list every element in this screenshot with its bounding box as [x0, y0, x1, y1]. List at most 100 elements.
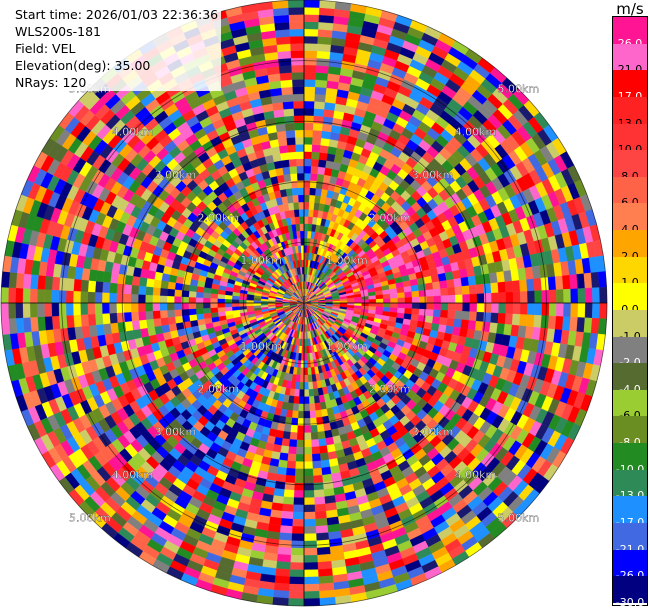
velocity-gate — [590, 271, 600, 289]
velocity-gate — [311, 439, 320, 448]
velocity-gate — [291, 410, 299, 419]
velocity-gate — [556, 302, 564, 317]
velocity-gate — [167, 281, 176, 290]
velocity-gate — [383, 302, 391, 308]
velocity-gate — [554, 316, 564, 331]
velocity-gate — [303, 237, 308, 246]
velocity-gate — [303, 158, 312, 167]
velocity-gate — [311, 453, 321, 462]
velocity-gate — [153, 279, 162, 289]
velocity-gate — [303, 461, 313, 470]
velocity-gate — [290, 173, 298, 182]
velocity-gate — [424, 282, 434, 291]
velocity-gate — [310, 424, 318, 433]
velocity-gate — [440, 287, 449, 296]
velocity-gate — [287, 453, 297, 462]
velocity-gate — [382, 293, 391, 300]
velocity-gate — [440, 295, 449, 304]
velocity-gate — [51, 315, 61, 330]
velocity-gate — [87, 280, 97, 293]
velocity-gate — [284, 475, 296, 484]
velocity-gate — [396, 287, 405, 294]
velocity-gate — [72, 290, 81, 304]
velocity-gate — [195, 291, 204, 298]
velocity-gate — [323, 488, 335, 497]
velocity-gate — [281, 438, 290, 447]
velocity-gate — [138, 311, 147, 321]
velocity-gate — [312, 467, 323, 477]
velocity-gate — [592, 287, 600, 304]
velocity-gate — [303, 518, 316, 527]
velocity-gate — [166, 302, 175, 311]
velocity-gate — [439, 317, 448, 326]
velocity-gate — [303, 50, 318, 59]
velocity-gate — [145, 310, 154, 320]
velocity-gate — [512, 302, 521, 315]
velocity-gate — [174, 289, 183, 297]
velocity-gate — [173, 302, 182, 310]
velocity-gate — [303, 403, 310, 412]
velocity-gate — [389, 293, 398, 299]
velocity-gate — [303, 497, 315, 506]
velocity-gate — [145, 302, 153, 312]
velocity-gate — [311, 144, 321, 153]
velocity-gate — [22, 288, 31, 304]
velocity-gate — [303, 136, 313, 145]
velocity-gate — [490, 312, 499, 324]
velocity-gate — [511, 313, 521, 326]
velocity-gate — [389, 288, 398, 295]
velocity-gate — [299, 374, 305, 383]
velocity-gate — [166, 288, 176, 297]
velocity-gate — [196, 313, 205, 321]
velocity-gate — [303, 583, 320, 592]
velocity-gate — [497, 281, 506, 293]
velocity-gate — [279, 72, 293, 81]
velocity-gate — [576, 273, 586, 289]
velocity-gate — [281, 159, 290, 168]
velocity-gate — [297, 245, 302, 253]
velocity-gate — [455, 294, 463, 304]
velocity-gate — [137, 302, 146, 312]
velocity-gate — [584, 302, 593, 319]
velocity-gate — [123, 293, 132, 304]
velocity-gate — [317, 36, 333, 45]
velocity-gate — [288, 591, 305, 599]
velocity-gate — [276, 43, 291, 53]
velocity-gate — [303, 194, 310, 203]
velocity-gate — [289, 165, 298, 175]
velocity-gate — [498, 292, 507, 304]
velocity-gate — [299, 382, 305, 390]
velocity-gate — [231, 302, 240, 307]
velocity-gate — [519, 302, 528, 315]
velocity-gate — [293, 497, 305, 506]
velocity-gate — [306, 353, 311, 361]
velocity-gate — [316, 50, 331, 60]
velocity-gate — [273, 488, 285, 497]
velocity-gate — [152, 286, 161, 296]
velocity-gate — [314, 510, 327, 520]
velocity-gate — [72, 302, 81, 316]
velocity-gate — [554, 275, 564, 290]
velocity-gate — [286, 460, 296, 469]
velocity-gate — [272, 7, 290, 17]
velocity-gate — [317, 29, 333, 38]
velocity-gate — [109, 282, 118, 294]
velocity-gate — [321, 473, 333, 483]
velocity-gate — [476, 293, 485, 304]
velocity-gate — [109, 312, 118, 324]
velocity-gate — [320, 137, 331, 147]
velocity-gate — [291, 540, 305, 549]
velocity-gate — [51, 289, 60, 304]
velocity-gate — [315, 72, 329, 81]
velocity-gate — [511, 280, 521, 293]
velocity-gate — [469, 302, 478, 313]
velocity-gate — [284, 122, 296, 131]
velocity-gate — [281, 510, 294, 520]
velocity-gate — [318, 159, 327, 168]
velocity-gate — [318, 575, 334, 585]
velocity-gate — [145, 277, 155, 288]
velocity-gate — [446, 279, 455, 289]
velocity-gate — [283, 489, 295, 498]
velocity-gate — [80, 302, 89, 315]
velocity-gate — [145, 286, 154, 296]
